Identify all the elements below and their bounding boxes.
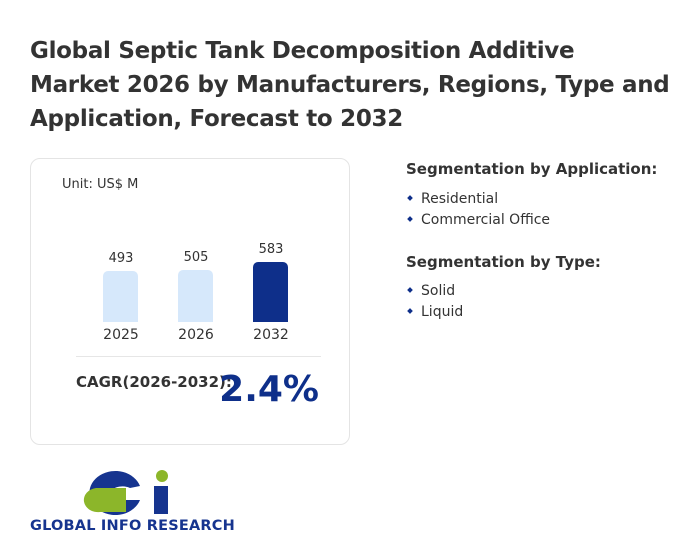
bar-2026 xyxy=(178,270,213,322)
logo-mark-icon xyxy=(83,470,168,515)
list-item: Liquid xyxy=(406,304,463,320)
unit-label: Unit: US$ M xyxy=(62,177,139,192)
bar-value-label: 583 xyxy=(258,242,284,257)
bullet-icon xyxy=(407,195,413,201)
x-tick-label: 2026 xyxy=(178,327,214,343)
cagr-value: 2.4% xyxy=(219,369,319,410)
type-heading: Segmentation by Type: xyxy=(406,253,601,271)
list-item: Commercial Office xyxy=(406,212,550,228)
page-title: Global Septic Tank Decomposition Additiv… xyxy=(30,38,670,132)
list-item: Solid xyxy=(406,283,455,299)
bullet-icon xyxy=(407,287,413,293)
bar-2025 xyxy=(103,271,138,322)
bullet-icon xyxy=(407,216,413,222)
company-logo: GLOBAL INFO RESEARCH xyxy=(30,466,235,538)
cagr-label: CAGR(2026-2032): xyxy=(76,373,232,391)
bullet-icon xyxy=(407,308,413,314)
x-tick-label: 2032 xyxy=(253,327,289,343)
application-heading: Segmentation by Application: xyxy=(406,160,658,178)
divider xyxy=(76,356,321,357)
logo-text: GLOBAL INFO RESEARCH xyxy=(30,518,235,534)
x-tick-label: 2025 xyxy=(103,327,139,343)
list-item: Residential xyxy=(406,191,498,207)
bar-value-label: 493 xyxy=(108,251,134,267)
market-size-card: Unit: US$ M 493 2025 505 2026 583 2032 CAGR(2… xyxy=(30,158,350,445)
bar-value-label: 505 xyxy=(183,250,209,266)
bar-2032 xyxy=(253,262,288,322)
